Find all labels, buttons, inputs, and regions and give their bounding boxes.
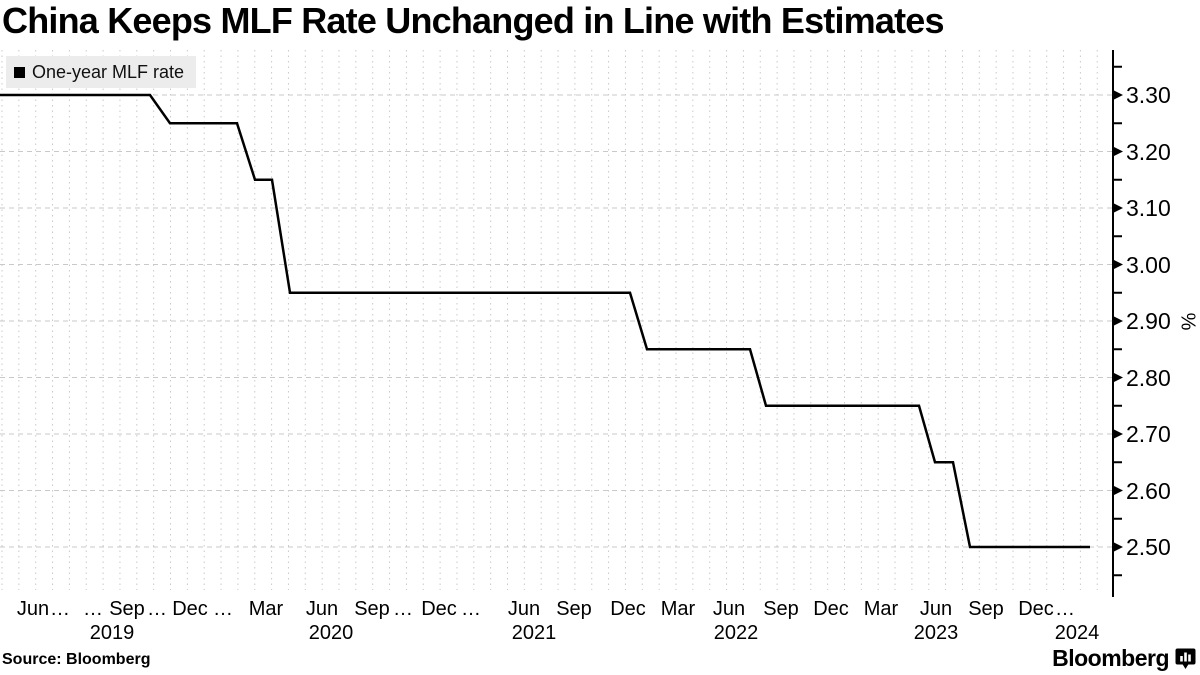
x-year-label: 2023 (913, 622, 959, 644)
y-tick-label: 3.30 (1126, 82, 1171, 108)
x-year-label: 2022 (713, 622, 759, 644)
x-month-label: Sep (968, 598, 1004, 620)
y-tick-label: 2.50 (1126, 534, 1171, 560)
bloomberg-logo: Bloomberg (1052, 645, 1196, 672)
x-month-label: Dec (610, 598, 646, 620)
y-axis-major-tick-arrow (1113, 316, 1123, 326)
y-axis-major-tick-arrow (1113, 259, 1123, 270)
x-month-label: Jun (919, 598, 953, 620)
y-axis-major-tick-arrow (1113, 542, 1123, 552)
chart-title: China Keeps MLF Rate Unchanged in Line w… (2, 0, 945, 41)
x-month-label: Mar (248, 598, 284, 620)
x-month-label: Jun (712, 598, 746, 620)
y-tick-label: 3.00 (1126, 251, 1171, 278)
y-tick-label: 2.60 (1126, 477, 1171, 504)
x-month-label: … (83, 598, 103, 620)
y-axis-major-tick-arrow (1113, 146, 1123, 157)
x-month-label: … (147, 598, 167, 620)
x-month-label: Sep (354, 598, 390, 620)
x-month-label: … (1055, 598, 1075, 620)
y-axis-major-tick-arrow (1113, 485, 1123, 496)
x-month-label: Sep (556, 598, 592, 620)
x-month-label: Jun (16, 598, 50, 620)
x-year-label: 2024 (1054, 622, 1100, 644)
y-tick-label: 3.20 (1126, 138, 1171, 165)
mlf-rate-line (0, 93, 1090, 549)
y-axis-major-tick-arrow (1113, 203, 1123, 213)
x-month-label: Dec (1018, 598, 1054, 620)
x-month-label: Sep (109, 598, 145, 620)
x-month-label: Sep (763, 598, 799, 620)
x-month-label: … (213, 598, 233, 620)
legend-swatch-icon (14, 66, 25, 78)
x-month-label: Mar (660, 598, 696, 620)
x-month-label: Mar (863, 598, 899, 620)
x-month-label: Jun (305, 598, 339, 620)
legend-label: One-year MLF rate (32, 61, 185, 82)
y-tick-label: 2.90 (1126, 308, 1171, 334)
x-month-label: Dec (813, 598, 849, 620)
x-month-label: Jun (507, 598, 541, 620)
y-tick-label: 3.10 (1126, 195, 1171, 221)
y-axis-major-tick-arrow (1113, 90, 1123, 100)
legend: One-year MLF rate (6, 56, 197, 88)
bloomberg-wordmark: Bloomberg (1052, 645, 1169, 671)
y-tick-label: 2.80 (1126, 364, 1171, 391)
source-note: Source: Bloomberg (2, 651, 151, 668)
x-month-label: … (461, 598, 481, 620)
x-year-label: 2021 (511, 622, 557, 644)
bloomberg-chart-pin-icon (1175, 648, 1196, 669)
x-month-label: … (50, 598, 70, 620)
y-axis-major-tick-arrow (1113, 372, 1123, 383)
x-year-label: 2019 (89, 622, 135, 644)
x-month-label: Dec (421, 598, 457, 620)
y-axis-major-tick-arrow (1113, 429, 1123, 439)
y-axis-unit-label: % (1176, 312, 1199, 331)
x-month-label: … (393, 598, 413, 620)
x-year-label: 2020 (308, 622, 354, 644)
x-month-label: Dec (172, 598, 208, 620)
y-tick-label: 2.70 (1126, 421, 1171, 447)
